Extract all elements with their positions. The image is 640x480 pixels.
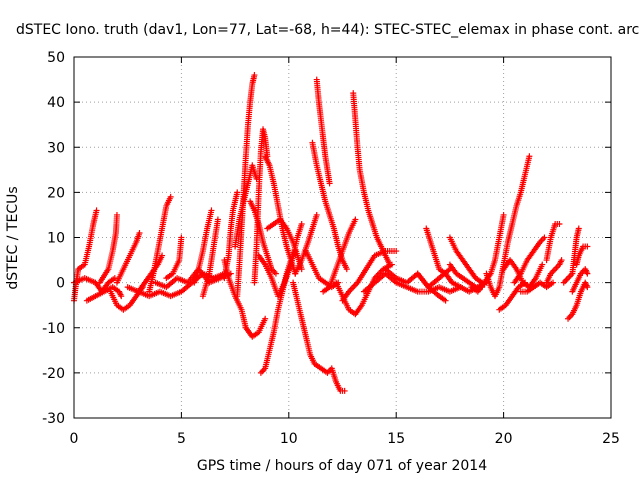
- x-tick-label: 20: [495, 431, 513, 447]
- data-point: [550, 279, 557, 286]
- data-point: [539, 261, 546, 268]
- y-tick-label: -20: [42, 366, 65, 382]
- data-point: [584, 243, 591, 250]
- x-tick-labels: 0 5 10 15 20 25: [70, 431, 620, 447]
- data-point: [558, 257, 565, 264]
- data-point: [251, 72, 258, 79]
- y-tick-label: 10: [47, 231, 65, 247]
- y-tick-labels: -30 -20 -10 0 10 20 30 40 50: [42, 50, 65, 427]
- x-tick-label: 5: [177, 431, 186, 447]
- data-point: [214, 216, 221, 223]
- y-tick-label: 20: [47, 185, 65, 201]
- data-point: [352, 216, 359, 223]
- y-tick-label: -10: [42, 321, 65, 337]
- chart-title: dSTEC Iono. truth (dav1, Lon=77, Lat=-68…: [16, 22, 639, 38]
- grid-layer: [73, 56, 612, 419]
- x-tick-label: 15: [387, 431, 405, 447]
- data-point: [113, 211, 120, 218]
- data-point: [93, 207, 100, 214]
- y-tick-label: -30: [42, 411, 65, 427]
- data-point: [575, 225, 582, 232]
- data-point: [584, 270, 591, 277]
- plot-frame: [73, 56, 612, 419]
- data-point: [208, 207, 215, 214]
- data-point: [167, 193, 174, 200]
- data-point: [298, 220, 305, 227]
- data-point: [298, 266, 305, 273]
- data-point: [159, 252, 166, 259]
- x-axis-label: GPS time / hours of day 071 of year 2014: [197, 458, 487, 474]
- y-tick-label: 40: [47, 95, 65, 111]
- data-point: [313, 211, 320, 218]
- data-point: [541, 234, 548, 241]
- y-axis-label: dSTEC / TECUs: [5, 186, 21, 289]
- data-point: [234, 189, 241, 196]
- data-point: [326, 180, 333, 187]
- data-point: [556, 220, 563, 227]
- data-point: [386, 261, 393, 268]
- x-tick-label: 10: [280, 431, 298, 447]
- data-point: [526, 153, 533, 160]
- y-tick-label: 0: [56, 276, 65, 292]
- x-tick-label: 25: [602, 431, 620, 447]
- data-point: [442, 297, 449, 304]
- data-marks: [71, 72, 591, 394]
- data-point: [341, 387, 348, 394]
- y-tick-label: 50: [47, 50, 65, 66]
- x-tick-label: 0: [70, 431, 79, 447]
- y-tick-label: 30: [47, 140, 65, 156]
- data-point: [393, 248, 400, 255]
- data-point: [500, 211, 507, 218]
- data-point: [118, 293, 125, 300]
- data-point: [136, 229, 143, 236]
- data-point: [272, 270, 279, 277]
- data-point: [343, 266, 350, 273]
- data-point: [262, 315, 269, 322]
- data-point: [163, 275, 170, 282]
- data-point: [584, 284, 591, 291]
- data-point: [111, 275, 118, 282]
